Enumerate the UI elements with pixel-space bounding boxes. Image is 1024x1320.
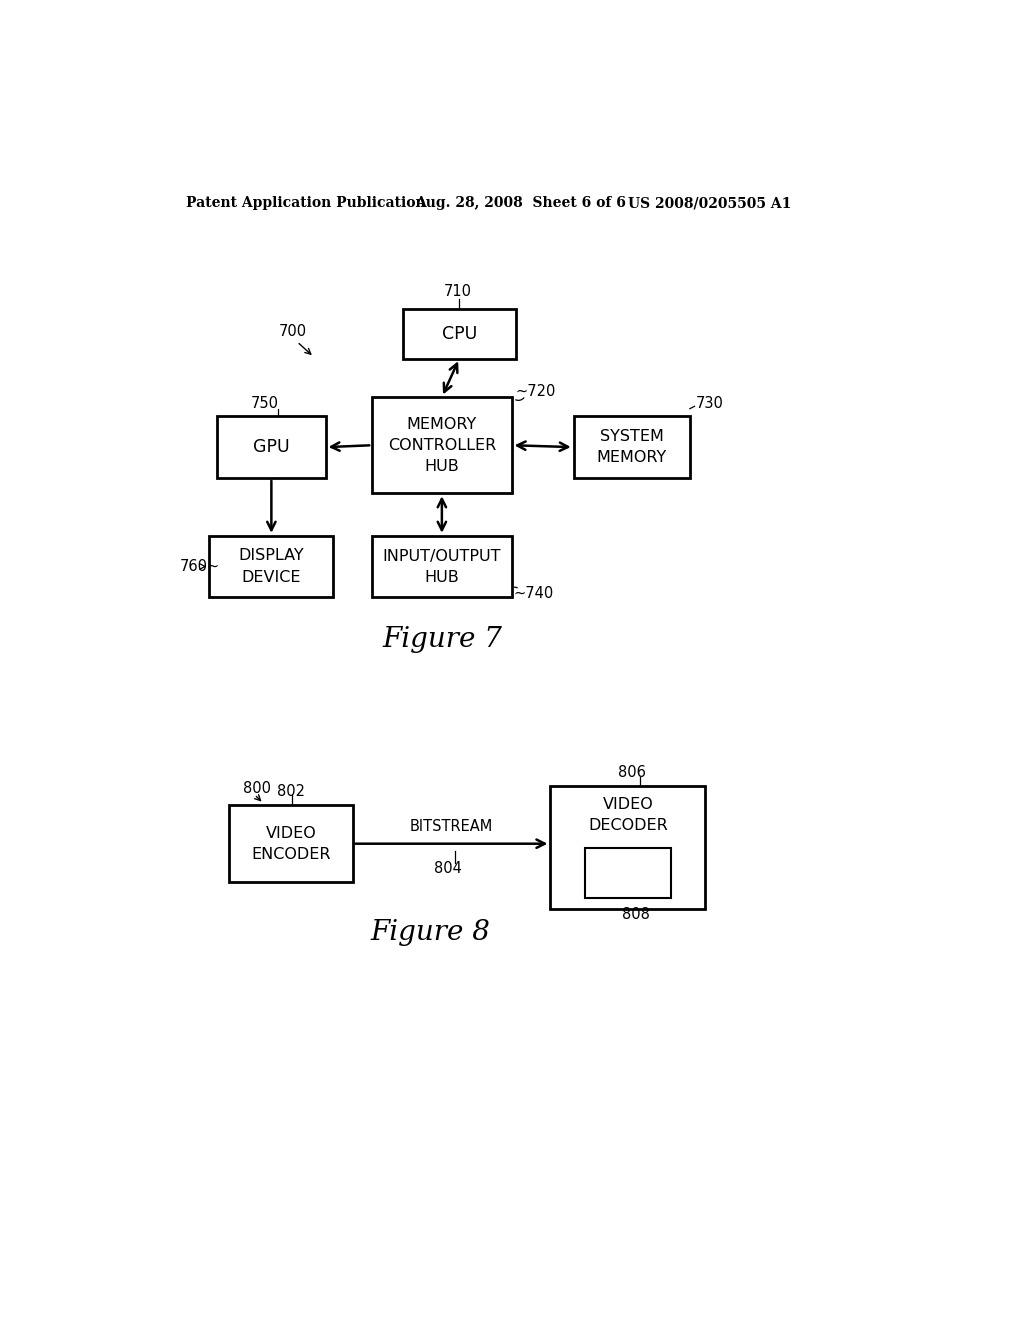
Text: 800: 800 (243, 780, 270, 796)
Text: Patent Application Publication: Patent Application Publication (186, 197, 426, 210)
Text: VIDEO
ENCODER: VIDEO ENCODER (251, 826, 331, 862)
Text: VIDEO
DECODER: VIDEO DECODER (588, 797, 668, 833)
Text: 730: 730 (696, 396, 724, 411)
Text: DISPLAY
DEVICE: DISPLAY DEVICE (239, 549, 304, 585)
Bar (209, 536, 334, 598)
Text: 804: 804 (434, 861, 462, 876)
Text: 700: 700 (280, 325, 307, 339)
Text: MEMORY
CONTROLLER
HUB: MEMORY CONTROLLER HUB (388, 417, 496, 474)
Text: GPU: GPU (253, 438, 290, 457)
Text: US 2008/0205505 A1: US 2008/0205505 A1 (628, 197, 792, 210)
Text: 806: 806 (617, 764, 646, 780)
Text: Figure 7: Figure 7 (382, 626, 502, 653)
Text: Figure 8: Figure 8 (371, 919, 490, 945)
Text: 808: 808 (622, 907, 649, 923)
Text: 760~: 760~ (180, 558, 220, 574)
Bar (403, 309, 515, 359)
Text: ~720: ~720 (515, 384, 556, 399)
Text: SYSTEM
MEMORY: SYSTEM MEMORY (597, 429, 667, 465)
Bar (228, 805, 352, 882)
Bar (372, 536, 512, 598)
Bar (372, 397, 512, 494)
Bar (573, 416, 690, 478)
Text: 710: 710 (443, 284, 472, 300)
Text: CPU: CPU (441, 325, 477, 343)
Text: 750: 750 (251, 396, 280, 411)
Bar (217, 416, 326, 478)
Text: Aug. 28, 2008  Sheet 6 of 6: Aug. 28, 2008 Sheet 6 of 6 (415, 197, 626, 210)
Text: 802: 802 (276, 784, 305, 799)
Bar (586, 847, 671, 898)
Text: ~740: ~740 (514, 586, 554, 601)
Text: BITSTREAM: BITSTREAM (410, 820, 494, 834)
Text: INPUT/OUTPUT
HUB: INPUT/OUTPUT HUB (383, 549, 501, 585)
Bar (550, 785, 706, 909)
